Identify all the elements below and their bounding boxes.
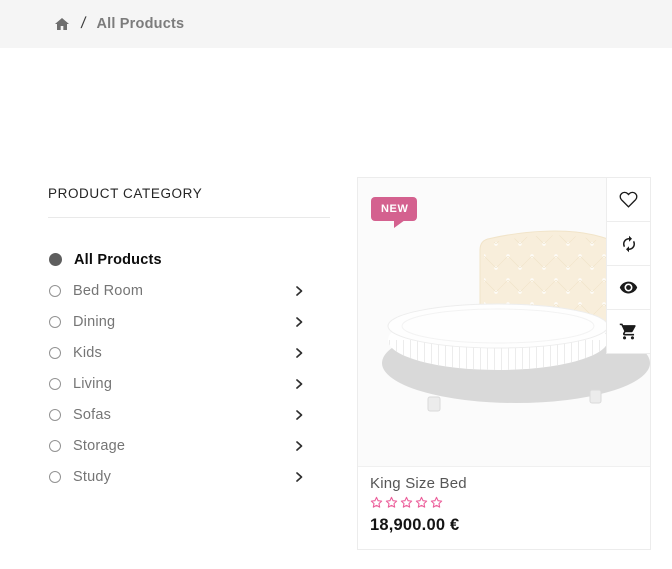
category-list: All Products Bed Room Dining Kids (49, 244, 330, 492)
chevron-right-icon (293, 471, 305, 483)
category-item-all-products[interactable]: All Products (49, 244, 305, 275)
chevron-right-icon (293, 409, 305, 421)
product-image-area[interactable]: NEW (358, 178, 650, 466)
heart-icon (619, 190, 638, 209)
radio-icon (49, 470, 61, 483)
radio-icon (49, 377, 61, 390)
cart-icon (619, 322, 638, 341)
chevron-right-icon (293, 316, 305, 328)
divider (48, 217, 330, 218)
category-label: Storage (73, 437, 126, 454)
category-item-dining[interactable]: Dining (49, 306, 305, 337)
star-icon (385, 496, 398, 509)
product-info: King Size Bed 18,900.00 € (358, 466, 650, 549)
breadcrumb-current: All Products (96, 16, 185, 32)
radio-icon (49, 439, 61, 452)
product-image (382, 230, 650, 412)
star-icon (370, 496, 383, 509)
compare-button[interactable] (606, 222, 650, 266)
radio-icon (49, 346, 61, 359)
category-item-bed-room[interactable]: Bed Room (49, 275, 305, 306)
category-item-study[interactable]: Study (49, 461, 305, 492)
chevron-right-icon (293, 285, 305, 297)
radio-icon (49, 284, 61, 297)
category-item-living[interactable]: Living (49, 368, 305, 399)
product-card[interactable]: NEW (357, 177, 651, 550)
product-title[interactable]: King Size Bed (370, 475, 467, 492)
rating-stars (370, 496, 638, 509)
category-label: Dining (73, 313, 116, 330)
product-category-panel: PRODUCT CATEGORY All Products Bed Room D… (48, 186, 330, 492)
category-label: Kids (73, 344, 103, 361)
star-icon (415, 496, 428, 509)
radio-selected-icon (49, 253, 62, 266)
radio-icon (49, 408, 61, 421)
category-label: Bed Room (73, 282, 144, 299)
category-item-sofas[interactable]: Sofas (49, 399, 305, 430)
star-icon (430, 496, 443, 509)
product-actions (606, 178, 650, 354)
product-price: 18,900.00 € (370, 516, 460, 534)
category-label: Living (73, 375, 113, 392)
chevron-right-icon (293, 440, 305, 452)
category-item-kids[interactable]: Kids (49, 337, 305, 368)
radio-icon (49, 315, 61, 328)
category-item-storage[interactable]: Storage (49, 430, 305, 461)
breadcrumb: / All Products (0, 0, 672, 48)
category-label: Sofas (73, 406, 112, 423)
add-to-cart-button[interactable] (606, 310, 650, 354)
new-badge: NEW (371, 197, 418, 228)
wishlist-button[interactable] (606, 178, 650, 222)
category-label: Study (73, 468, 112, 485)
category-label: All Products (74, 251, 162, 268)
home-icon[interactable] (54, 16, 70, 32)
chevron-right-icon (293, 378, 305, 390)
breadcrumb-separator: / (79, 15, 87, 32)
eye-icon (619, 278, 638, 297)
refresh-icon (620, 235, 638, 253)
star-icon (400, 496, 413, 509)
sidebar-title: PRODUCT CATEGORY (48, 186, 203, 201)
quick-view-button[interactable] (606, 266, 650, 310)
chevron-right-icon (293, 347, 305, 359)
